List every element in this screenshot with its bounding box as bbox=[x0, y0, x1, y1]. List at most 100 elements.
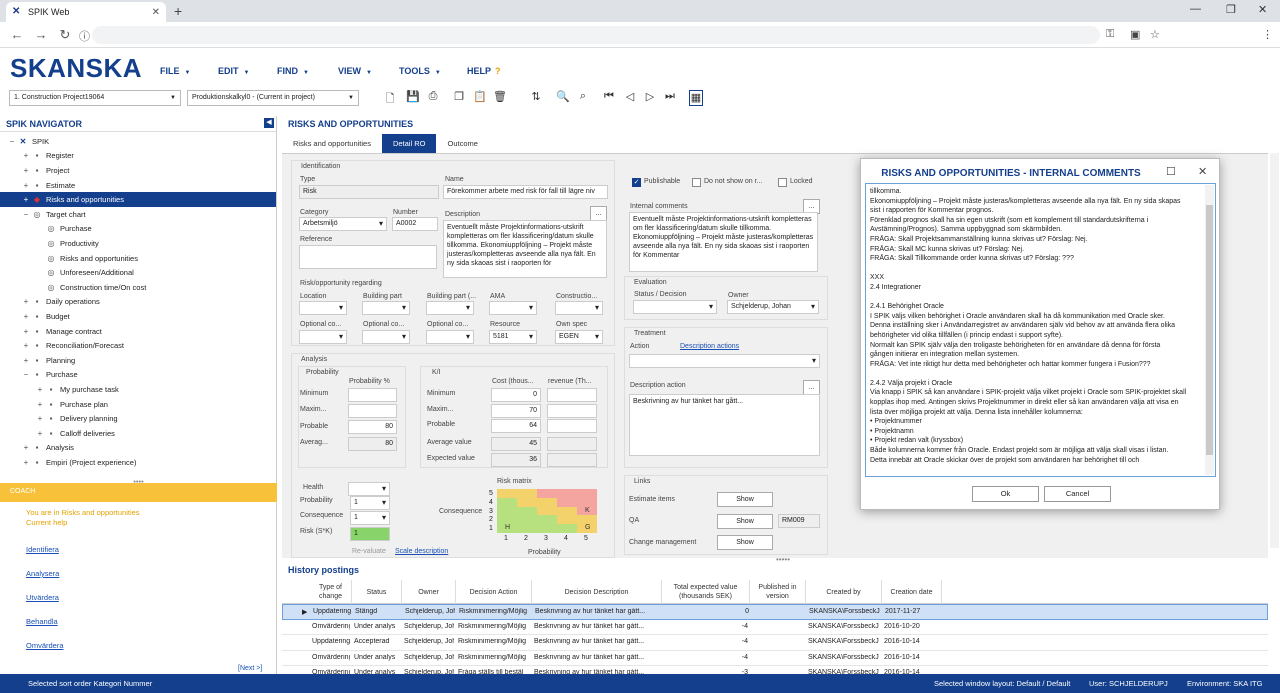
description-action-expand-button[interactable]: ... bbox=[803, 380, 820, 395]
first-record-icon[interactable]: ⏮ bbox=[604, 90, 614, 102]
probability-select[interactable]: 1 bbox=[350, 496, 390, 510]
paste-icon[interactable]: 📋 bbox=[473, 91, 487, 103]
estimate-items-show-button[interactable]: Show bbox=[717, 492, 773, 507]
reference-field[interactable] bbox=[299, 245, 437, 269]
do-not-show-checkbox[interactable] bbox=[692, 178, 701, 187]
sidebar-item[interactable]: + ◆ Risks and opportunities bbox=[0, 192, 277, 207]
close-tab-icon[interactable]: ✕ bbox=[151, 6, 160, 18]
cancel-button[interactable]: Cancel bbox=[1044, 486, 1111, 502]
building-part-2-select[interactable] bbox=[426, 301, 474, 315]
coach-link-identifiera[interactable]: Identifiera bbox=[26, 545, 59, 554]
prob-max-field[interactable] bbox=[348, 404, 397, 418]
sidebar-item[interactable]: + ▪ Analysis bbox=[0, 441, 277, 456]
menu-tools[interactable]: TOOLS ▼ bbox=[399, 66, 441, 76]
cost-min-field[interactable]: 0 bbox=[491, 388, 541, 402]
save-icon[interactable]: 💾 bbox=[406, 91, 420, 103]
info-icon[interactable]: ⓘ bbox=[79, 31, 90, 43]
column-header[interactable]: Published in version bbox=[750, 580, 806, 604]
tab-detail-ro[interactable]: Detail RO bbox=[381, 134, 437, 153]
main-scrollbar[interactable] bbox=[1270, 153, 1279, 548]
find-document-icon[interactable]: 🔍 bbox=[556, 91, 570, 103]
sidebar-item[interactable]: − ▪ Purchase bbox=[0, 368, 277, 383]
dialog-close-icon[interactable]: ✕ bbox=[1198, 166, 1208, 178]
category-select[interactable]: Arbetsmiljö bbox=[299, 217, 387, 231]
cost-probable-field[interactable]: 64 bbox=[491, 419, 541, 433]
table-row[interactable]: Omvärdering Under analys Schjelderup, Joha… bbox=[282, 620, 1268, 635]
description-actions-link[interactable]: Description actions bbox=[680, 343, 740, 350]
expand-icon[interactable]: + bbox=[23, 165, 29, 175]
back-icon[interactable]: ← bbox=[10, 27, 24, 42]
sidebar-item[interactable]: + ▪ Daily operations bbox=[0, 295, 277, 310]
column-header[interactable]: Creation date bbox=[882, 580, 942, 604]
expand-icon[interactable]: + bbox=[23, 355, 29, 365]
extension-icon[interactable]: ▣ bbox=[1130, 29, 1141, 41]
coach-link-omvardera[interactable]: Omvärdera bbox=[26, 641, 64, 650]
key-icon[interactable]: ⚿ bbox=[1106, 28, 1115, 40]
menu-edit[interactable]: EDIT ▼ bbox=[218, 66, 249, 76]
splitter-handle[interactable]: ••••• bbox=[776, 555, 791, 564]
prob-min-field[interactable] bbox=[348, 388, 397, 402]
owner-select[interactable]: Schjelderup, Johan bbox=[727, 300, 819, 314]
description-field[interactable]: Eventuellt måste Projektinformations-uts… bbox=[443, 220, 607, 278]
sidebar-item[interactable]: ◎ Construction time/On cost bbox=[0, 280, 277, 295]
column-header[interactable]: Decision Action bbox=[456, 580, 532, 604]
sidebar-item[interactable]: + ▪ Reconciliation/Forecast bbox=[0, 338, 277, 353]
construction-select[interactable] bbox=[555, 301, 603, 315]
minimize-icon[interactable]: — bbox=[1190, 3, 1201, 15]
internal-comments-field[interactable]: Eventuellt måste Projektinformations-uts… bbox=[629, 212, 818, 272]
sidebar-item[interactable]: + ▪ My purchase task bbox=[0, 382, 277, 397]
ok-button[interactable]: Ok bbox=[972, 486, 1039, 502]
revaluate-button[interactable]: Re-valuate bbox=[352, 548, 386, 555]
column-header[interactable]: Status bbox=[352, 580, 402, 604]
dialog-scroll-thumb[interactable] bbox=[1206, 205, 1213, 455]
last-record-icon[interactable]: ⏭ bbox=[665, 90, 675, 102]
sidebar-item[interactable]: + ▪ Calloff deliveries bbox=[0, 426, 277, 441]
type-field[interactable]: Risk bbox=[299, 185, 439, 199]
health-select[interactable] bbox=[348, 482, 390, 496]
browser-tab[interactable]: ✕ SPIK Web ✕ bbox=[6, 2, 166, 22]
location-select[interactable] bbox=[299, 301, 347, 315]
sidebar-item[interactable]: + ▪ Purchase plan bbox=[0, 397, 277, 412]
scale-description-link[interactable]: Scale description bbox=[395, 548, 449, 555]
copy-icon[interactable]: ❐ bbox=[454, 91, 464, 103]
column-header[interactable]: Type of change bbox=[310, 580, 352, 604]
optional-3-select[interactable] bbox=[426, 330, 474, 344]
revenue-min-field[interactable] bbox=[547, 388, 597, 402]
expand-icon[interactable]: + bbox=[37, 414, 43, 424]
coach-link-behandla[interactable]: Behandla bbox=[26, 617, 58, 626]
dialog-scrollbar[interactable] bbox=[1205, 185, 1214, 475]
sidebar-item[interactable]: − ✕ SPIK bbox=[0, 134, 277, 149]
coach-link-utvardera[interactable]: Utvärdera bbox=[26, 593, 59, 602]
bookmark-star-icon[interactable]: ☆ bbox=[1150, 29, 1160, 41]
next-record-icon[interactable]: ▷ bbox=[645, 91, 655, 103]
browser-menu-icon[interactable]: ⋮ bbox=[1262, 29, 1273, 41]
sidebar-item[interactable]: ◎ Risks and opportunities bbox=[0, 251, 277, 266]
sidebar-item[interactable]: + ▪ Planning bbox=[0, 353, 277, 368]
expand-icon[interactable]: + bbox=[23, 297, 29, 307]
ama-select[interactable] bbox=[489, 301, 537, 315]
new-document-icon[interactable]: 🗋 bbox=[385, 93, 395, 105]
sidebar-item[interactable]: + ▪ Register bbox=[0, 149, 277, 164]
locked-checkbox[interactable] bbox=[778, 178, 787, 187]
optional-1-select[interactable] bbox=[299, 330, 347, 344]
consequence-select[interactable]: 1 bbox=[350, 511, 390, 525]
expand-icon[interactable]: + bbox=[23, 180, 29, 190]
menu-find[interactable]: FIND ▼ bbox=[277, 66, 309, 76]
table-row[interactable]: Uppdatering Accepterad Schjelderup, Johan R… bbox=[282, 635, 1268, 651]
own-spec-select[interactable]: EGEN bbox=[555, 330, 603, 344]
coach-link-analysera[interactable]: Analysera bbox=[26, 569, 60, 578]
sidebar-item[interactable]: ◎ Unforeseen/Additional bbox=[0, 265, 277, 280]
layout-icon[interactable]: ▦ bbox=[689, 90, 703, 106]
forward-icon[interactable]: → bbox=[34, 27, 48, 42]
reload-icon[interactable]: ↻ bbox=[59, 26, 71, 42]
qa-show-button[interactable]: Show bbox=[717, 514, 773, 529]
revenue-max-field[interactable] bbox=[547, 404, 597, 418]
status-decision-select[interactable] bbox=[633, 300, 717, 314]
sidebar-item[interactable]: + ▪ Budget bbox=[0, 309, 277, 324]
description-expand-button[interactable]: ... bbox=[590, 206, 607, 221]
splitter-handle[interactable]: •••• bbox=[133, 476, 144, 486]
sort-icon[interactable]: ⇅ bbox=[531, 91, 541, 103]
cost-max-field[interactable]: 70 bbox=[491, 404, 541, 418]
menu-file[interactable]: FILE ▼ bbox=[160, 66, 190, 76]
building-part-select[interactable] bbox=[362, 301, 410, 315]
